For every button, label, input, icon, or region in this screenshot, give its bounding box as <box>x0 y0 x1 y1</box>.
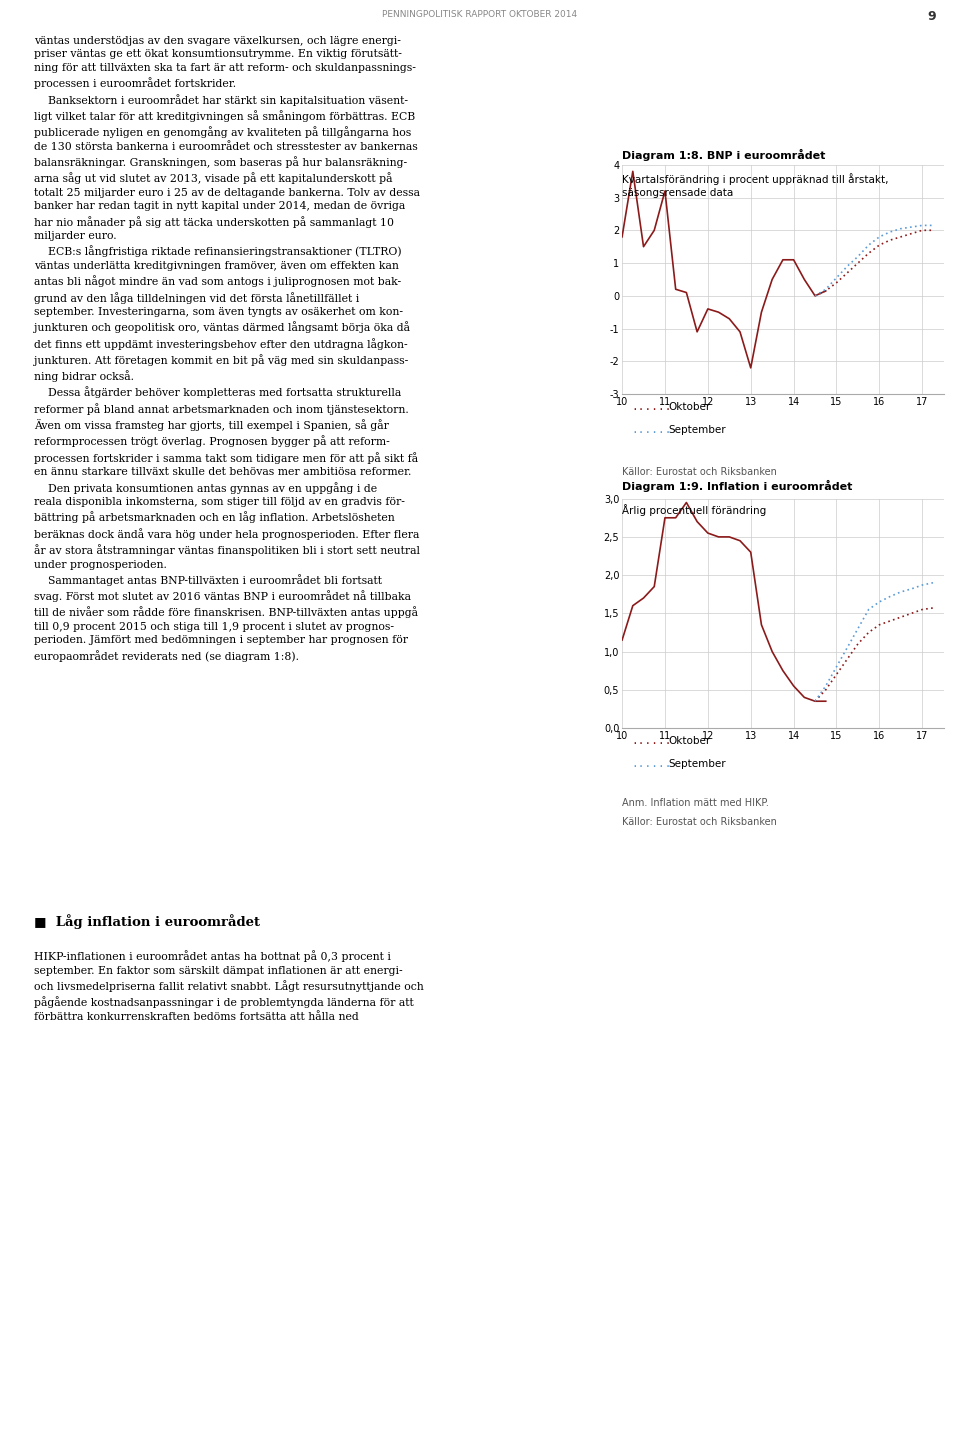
Text: väntas understödjas av den svagare växelkursen, och lägre energi-
priser väntas : väntas understödjas av den svagare växel… <box>34 36 420 662</box>
Text: Diagram 1:9. Inflation i euroområdet: Diagram 1:9. Inflation i euroområdet <box>622 480 852 492</box>
Text: Diagram 1:8. BNP i euroområdet: Diagram 1:8. BNP i euroområdet <box>622 149 826 160</box>
Text: 9: 9 <box>927 10 936 23</box>
Text: Oktober: Oktober <box>668 403 710 411</box>
Text: PENNINGPOLITISK RAPPORT OKTOBER 2014: PENNINGPOLITISK RAPPORT OKTOBER 2014 <box>382 10 578 19</box>
Text: ......: ...... <box>632 737 672 745</box>
Text: September: September <box>668 759 726 768</box>
Text: ......: ...... <box>632 403 672 411</box>
Text: Oktober: Oktober <box>668 737 710 745</box>
Text: ......: ...... <box>632 759 672 768</box>
Text: Anm. Inflation mätt med HIKP.: Anm. Inflation mätt med HIKP. <box>622 798 769 808</box>
Text: Källor: Eurostat och Riksbanken: Källor: Eurostat och Riksbanken <box>622 467 777 477</box>
Text: Kvartalsförändring i procent uppräknad till årstakt,
säsongsrensade data: Kvartalsförändring i procent uppräknad t… <box>622 173 889 198</box>
Text: ■  Låg inflation i euroområdet: ■ Låg inflation i euroområdet <box>34 914 259 929</box>
Text: ......: ...... <box>632 426 672 434</box>
Text: Källor: Eurostat och Riksbanken: Källor: Eurostat och Riksbanken <box>622 817 777 827</box>
Text: HIKP-inflationen i euroområdet antas ha bottnat på 0,3 procent i
september. En f: HIKP-inflationen i euroområdet antas ha … <box>34 950 423 1022</box>
Text: Årlig procentuell förändring: Årlig procentuell förändring <box>622 504 766 516</box>
Text: September: September <box>668 426 726 434</box>
